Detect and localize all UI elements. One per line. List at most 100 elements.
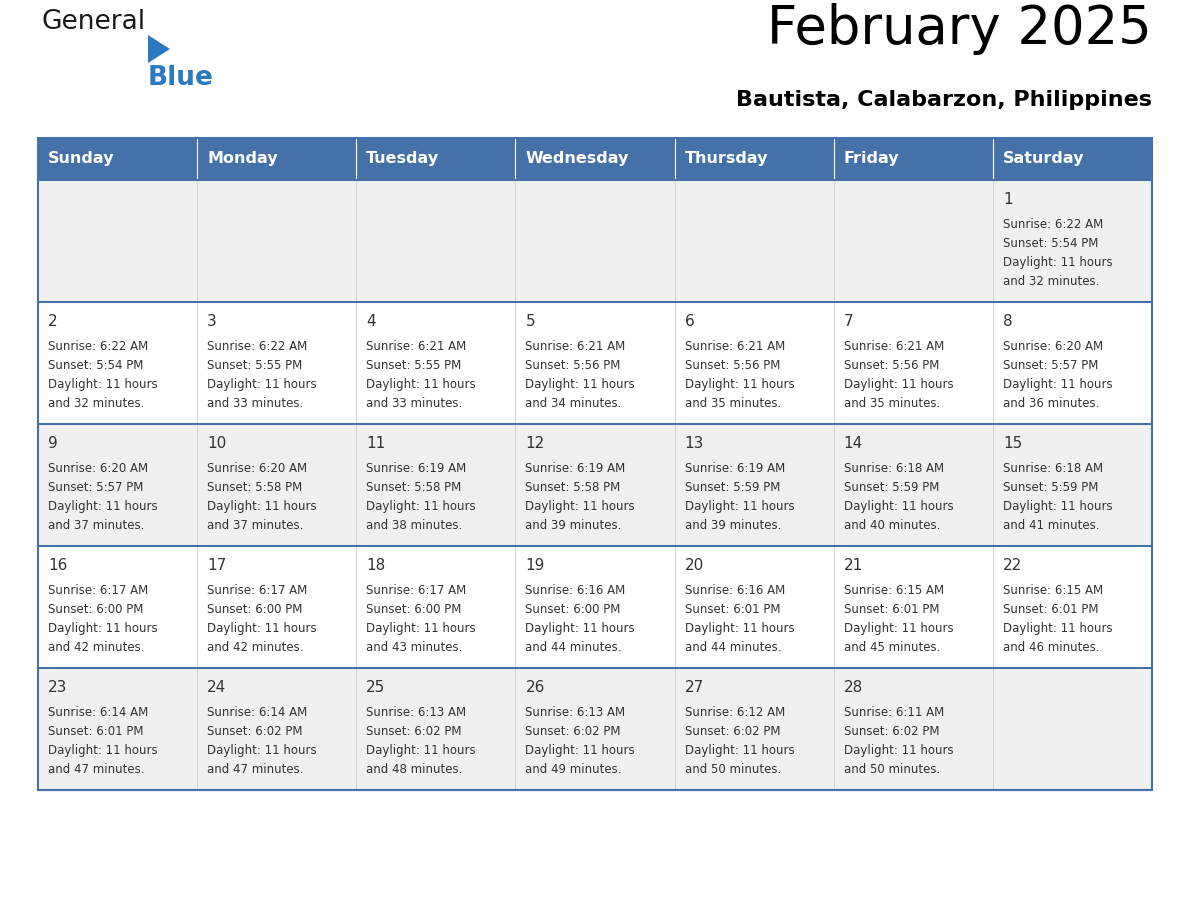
Bar (356, 138, 516, 180)
Text: Sunset: 6:01 PM: Sunset: 6:01 PM (684, 603, 781, 616)
Text: Saturday: Saturday (1003, 151, 1085, 166)
Text: 14: 14 (843, 436, 862, 451)
Text: 21: 21 (843, 558, 862, 573)
Text: Daylight: 11 hours: Daylight: 11 hours (1003, 378, 1112, 391)
Text: Sunset: 5:59 PM: Sunset: 5:59 PM (684, 481, 781, 494)
Text: Sunset: 6:00 PM: Sunset: 6:00 PM (207, 603, 303, 616)
Text: Daylight: 11 hours: Daylight: 11 hours (366, 744, 476, 757)
Bar (38, 180, 1152, 302)
Text: Sunrise: 6:22 AM: Sunrise: 6:22 AM (207, 340, 308, 353)
Text: Sunrise: 6:16 AM: Sunrise: 6:16 AM (525, 584, 626, 597)
Text: Sunrise: 6:21 AM: Sunrise: 6:21 AM (366, 340, 467, 353)
Text: Sunrise: 6:19 AM: Sunrise: 6:19 AM (684, 462, 785, 475)
Text: Sunrise: 6:13 AM: Sunrise: 6:13 AM (525, 706, 626, 719)
Text: Monday: Monday (207, 151, 278, 166)
Text: Sunset: 6:01 PM: Sunset: 6:01 PM (48, 725, 144, 738)
Text: 1: 1 (1003, 192, 1012, 207)
Text: Sunset: 5:58 PM: Sunset: 5:58 PM (207, 481, 303, 494)
Text: Sunset: 6:02 PM: Sunset: 6:02 PM (366, 725, 462, 738)
Text: 22: 22 (1003, 558, 1022, 573)
Text: and 50 minutes.: and 50 minutes. (843, 763, 940, 776)
Text: Daylight: 11 hours: Daylight: 11 hours (843, 744, 953, 757)
Text: Daylight: 11 hours: Daylight: 11 hours (525, 500, 636, 513)
Text: General: General (42, 9, 146, 35)
Text: Sunrise: 6:16 AM: Sunrise: 6:16 AM (684, 584, 785, 597)
Text: and 44 minutes.: and 44 minutes. (684, 641, 781, 654)
Text: Sunday: Sunday (48, 151, 114, 166)
Text: Sunset: 6:02 PM: Sunset: 6:02 PM (207, 725, 303, 738)
Bar (38, 138, 1152, 790)
Text: Sunrise: 6:21 AM: Sunrise: 6:21 AM (525, 340, 626, 353)
Text: 19: 19 (525, 558, 545, 573)
Text: Daylight: 11 hours: Daylight: 11 hours (207, 378, 317, 391)
Bar (38, 546, 1152, 668)
Text: Sunrise: 6:13 AM: Sunrise: 6:13 AM (366, 706, 467, 719)
Text: Daylight: 11 hours: Daylight: 11 hours (207, 622, 317, 635)
Text: Daylight: 11 hours: Daylight: 11 hours (48, 378, 158, 391)
Text: 12: 12 (525, 436, 544, 451)
Text: 24: 24 (207, 680, 227, 695)
Text: Sunrise: 6:18 AM: Sunrise: 6:18 AM (843, 462, 943, 475)
Text: and 35 minutes.: and 35 minutes. (843, 397, 940, 410)
Text: Sunrise: 6:20 AM: Sunrise: 6:20 AM (207, 462, 308, 475)
Text: Bautista, Calabarzon, Philippines: Bautista, Calabarzon, Philippines (737, 90, 1152, 110)
Text: 8: 8 (1003, 314, 1012, 329)
Text: and 47 minutes.: and 47 minutes. (48, 763, 145, 776)
Text: Sunset: 5:54 PM: Sunset: 5:54 PM (48, 359, 144, 372)
Text: Sunrise: 6:20 AM: Sunrise: 6:20 AM (1003, 340, 1102, 353)
Bar (38, 138, 197, 180)
Text: and 34 minutes.: and 34 minutes. (525, 397, 621, 410)
Text: 25: 25 (366, 680, 386, 695)
Text: Sunset: 5:54 PM: Sunset: 5:54 PM (1003, 237, 1098, 250)
Text: Daylight: 11 hours: Daylight: 11 hours (525, 622, 636, 635)
Text: 2: 2 (48, 314, 58, 329)
Text: Sunrise: 6:17 AM: Sunrise: 6:17 AM (48, 584, 148, 597)
Text: February 2025: February 2025 (767, 3, 1152, 55)
Text: Sunrise: 6:15 AM: Sunrise: 6:15 AM (1003, 584, 1102, 597)
Text: Sunset: 5:56 PM: Sunset: 5:56 PM (843, 359, 939, 372)
Text: and 38 minutes.: and 38 minutes. (366, 519, 462, 532)
Text: Daylight: 11 hours: Daylight: 11 hours (843, 500, 953, 513)
Text: Sunset: 6:01 PM: Sunset: 6:01 PM (843, 603, 940, 616)
Text: and 42 minutes.: and 42 minutes. (207, 641, 304, 654)
Text: Daylight: 11 hours: Daylight: 11 hours (525, 378, 636, 391)
Text: Daylight: 11 hours: Daylight: 11 hours (207, 744, 317, 757)
Text: and 37 minutes.: and 37 minutes. (48, 519, 145, 532)
Text: 5: 5 (525, 314, 535, 329)
Text: and 42 minutes.: and 42 minutes. (48, 641, 145, 654)
Text: Daylight: 11 hours: Daylight: 11 hours (843, 622, 953, 635)
Text: 7: 7 (843, 314, 853, 329)
Text: 20: 20 (684, 558, 703, 573)
Text: and 45 minutes.: and 45 minutes. (843, 641, 940, 654)
Text: Daylight: 11 hours: Daylight: 11 hours (684, 744, 795, 757)
Text: 15: 15 (1003, 436, 1022, 451)
Text: Sunrise: 6:19 AM: Sunrise: 6:19 AM (525, 462, 626, 475)
Text: Blue: Blue (148, 65, 214, 91)
Text: and 37 minutes.: and 37 minutes. (207, 519, 303, 532)
Text: Sunrise: 6:11 AM: Sunrise: 6:11 AM (843, 706, 944, 719)
Text: and 33 minutes.: and 33 minutes. (366, 397, 462, 410)
Text: Tuesday: Tuesday (366, 151, 440, 166)
Text: 26: 26 (525, 680, 545, 695)
Text: Daylight: 11 hours: Daylight: 11 hours (366, 500, 476, 513)
Bar (38, 302, 1152, 424)
Bar (197, 138, 356, 180)
Text: Daylight: 11 hours: Daylight: 11 hours (843, 378, 953, 391)
Text: Wednesday: Wednesday (525, 151, 628, 166)
Text: and 47 minutes.: and 47 minutes. (207, 763, 304, 776)
Text: 10: 10 (207, 436, 227, 451)
Text: and 48 minutes.: and 48 minutes. (366, 763, 462, 776)
Text: and 44 minutes.: and 44 minutes. (525, 641, 623, 654)
Text: Sunset: 5:57 PM: Sunset: 5:57 PM (1003, 359, 1098, 372)
Bar (675, 138, 834, 180)
Text: and 33 minutes.: and 33 minutes. (207, 397, 303, 410)
Text: Sunset: 5:56 PM: Sunset: 5:56 PM (525, 359, 621, 372)
Text: 13: 13 (684, 436, 704, 451)
Polygon shape (148, 35, 170, 63)
Text: Daylight: 11 hours: Daylight: 11 hours (48, 622, 158, 635)
Text: Daylight: 11 hours: Daylight: 11 hours (1003, 256, 1112, 269)
Text: Sunrise: 6:14 AM: Sunrise: 6:14 AM (207, 706, 308, 719)
Text: Sunset: 6:00 PM: Sunset: 6:00 PM (525, 603, 621, 616)
Text: 27: 27 (684, 680, 703, 695)
Text: Thursday: Thursday (684, 151, 769, 166)
